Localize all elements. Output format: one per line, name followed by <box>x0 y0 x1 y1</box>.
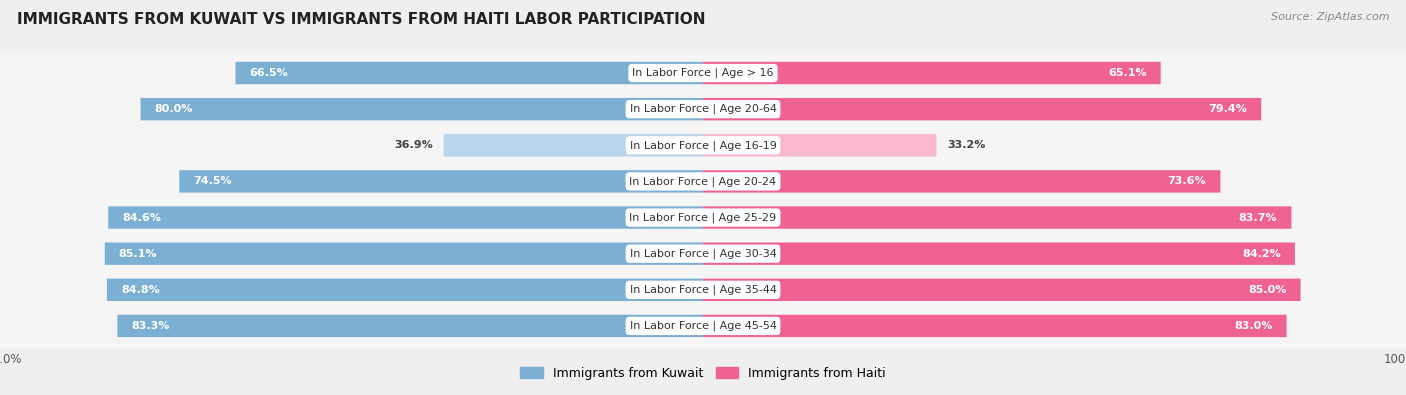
FancyBboxPatch shape <box>180 170 703 193</box>
Text: IMMIGRANTS FROM KUWAIT VS IMMIGRANTS FROM HAITI LABOR PARTICIPATION: IMMIGRANTS FROM KUWAIT VS IMMIGRANTS FRO… <box>17 12 706 27</box>
Text: 36.9%: 36.9% <box>394 140 433 150</box>
Text: 80.0%: 80.0% <box>155 104 193 114</box>
Text: 33.2%: 33.2% <box>948 140 986 150</box>
Text: 73.6%: 73.6% <box>1168 177 1206 186</box>
Text: Source: ZipAtlas.com: Source: ZipAtlas.com <box>1271 12 1389 22</box>
FancyBboxPatch shape <box>0 36 1406 110</box>
FancyBboxPatch shape <box>703 315 1286 337</box>
Text: 66.5%: 66.5% <box>250 68 288 78</box>
FancyBboxPatch shape <box>703 243 1295 265</box>
Text: 84.6%: 84.6% <box>122 213 162 222</box>
Text: 79.4%: 79.4% <box>1208 104 1247 114</box>
FancyBboxPatch shape <box>703 98 1261 120</box>
Text: 85.0%: 85.0% <box>1249 285 1286 295</box>
FancyBboxPatch shape <box>0 113 1406 177</box>
FancyBboxPatch shape <box>0 144 1406 218</box>
FancyBboxPatch shape <box>107 278 703 301</box>
Text: 83.3%: 83.3% <box>132 321 170 331</box>
FancyBboxPatch shape <box>703 134 936 156</box>
FancyBboxPatch shape <box>0 41 1406 105</box>
Text: 85.1%: 85.1% <box>120 249 157 259</box>
Text: In Labor Force | Age 30-34: In Labor Force | Age 30-34 <box>630 248 776 259</box>
FancyBboxPatch shape <box>141 98 703 120</box>
Text: 83.0%: 83.0% <box>1234 321 1272 331</box>
FancyBboxPatch shape <box>0 216 1406 291</box>
FancyBboxPatch shape <box>0 77 1406 141</box>
Text: 74.5%: 74.5% <box>194 177 232 186</box>
FancyBboxPatch shape <box>0 181 1406 255</box>
Text: 84.8%: 84.8% <box>121 285 160 295</box>
Text: 65.1%: 65.1% <box>1108 68 1146 78</box>
FancyBboxPatch shape <box>703 206 1292 229</box>
Text: In Labor Force | Age 25-29: In Labor Force | Age 25-29 <box>630 212 776 223</box>
FancyBboxPatch shape <box>703 170 1220 193</box>
FancyBboxPatch shape <box>703 62 1161 84</box>
FancyBboxPatch shape <box>0 186 1406 249</box>
Text: In Labor Force | Age 16-19: In Labor Force | Age 16-19 <box>630 140 776 150</box>
FancyBboxPatch shape <box>0 222 1406 286</box>
FancyBboxPatch shape <box>0 150 1406 213</box>
FancyBboxPatch shape <box>117 315 703 337</box>
FancyBboxPatch shape <box>108 206 703 229</box>
FancyBboxPatch shape <box>0 72 1406 147</box>
Text: In Labor Force | Age 20-64: In Labor Force | Age 20-64 <box>630 104 776 115</box>
FancyBboxPatch shape <box>0 289 1406 363</box>
FancyBboxPatch shape <box>105 243 703 265</box>
Text: 84.2%: 84.2% <box>1241 249 1281 259</box>
FancyBboxPatch shape <box>444 134 703 156</box>
Text: 83.7%: 83.7% <box>1239 213 1278 222</box>
FancyBboxPatch shape <box>0 108 1406 182</box>
Legend: Immigrants from Kuwait, Immigrants from Haiti: Immigrants from Kuwait, Immigrants from … <box>515 362 891 385</box>
Text: In Labor Force | Age 45-54: In Labor Force | Age 45-54 <box>630 321 776 331</box>
Text: In Labor Force | Age 20-24: In Labor Force | Age 20-24 <box>630 176 776 187</box>
Text: In Labor Force | Age > 16: In Labor Force | Age > 16 <box>633 68 773 78</box>
Text: In Labor Force | Age 35-44: In Labor Force | Age 35-44 <box>630 284 776 295</box>
FancyBboxPatch shape <box>0 294 1406 358</box>
FancyBboxPatch shape <box>703 278 1301 301</box>
FancyBboxPatch shape <box>0 252 1406 327</box>
FancyBboxPatch shape <box>236 62 703 84</box>
FancyBboxPatch shape <box>0 258 1406 322</box>
